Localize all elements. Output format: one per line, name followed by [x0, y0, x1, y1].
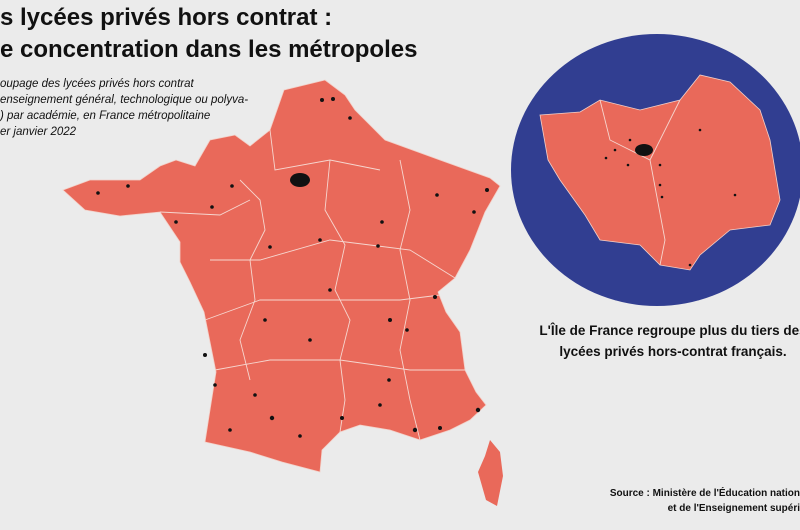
academy-borders	[159, 129, 465, 441]
title: e concentration dans les métropoles	[0, 36, 418, 63]
title: s lycées privés hors contrat :	[0, 4, 333, 31]
department-borders	[599, 99, 681, 266]
subtitle: er janvier 2022	[0, 126, 77, 138]
idf-dots	[604, 128, 737, 267]
subtitle: oupage des lycées privés hors contrat	[0, 78, 194, 90]
school-dots	[96, 97, 489, 438]
annotation: lycées privés hors-contrat français.	[559, 344, 787, 359]
subtitle: enseignement général, technologique ou p…	[0, 94, 249, 106]
subtitle: ) par académie, en France métropolitaine	[0, 110, 211, 122]
ile-de-france	[539, 74, 781, 271]
source: et de l'Enseignement supéri	[667, 503, 800, 514]
annotation: L'Île de France regroupe plus du tiers d…	[539, 323, 800, 338]
france	[62, 79, 501, 473]
corsica	[478, 440, 503, 506]
source: Source : Ministère de l'Éducation nation	[609, 488, 800, 499]
